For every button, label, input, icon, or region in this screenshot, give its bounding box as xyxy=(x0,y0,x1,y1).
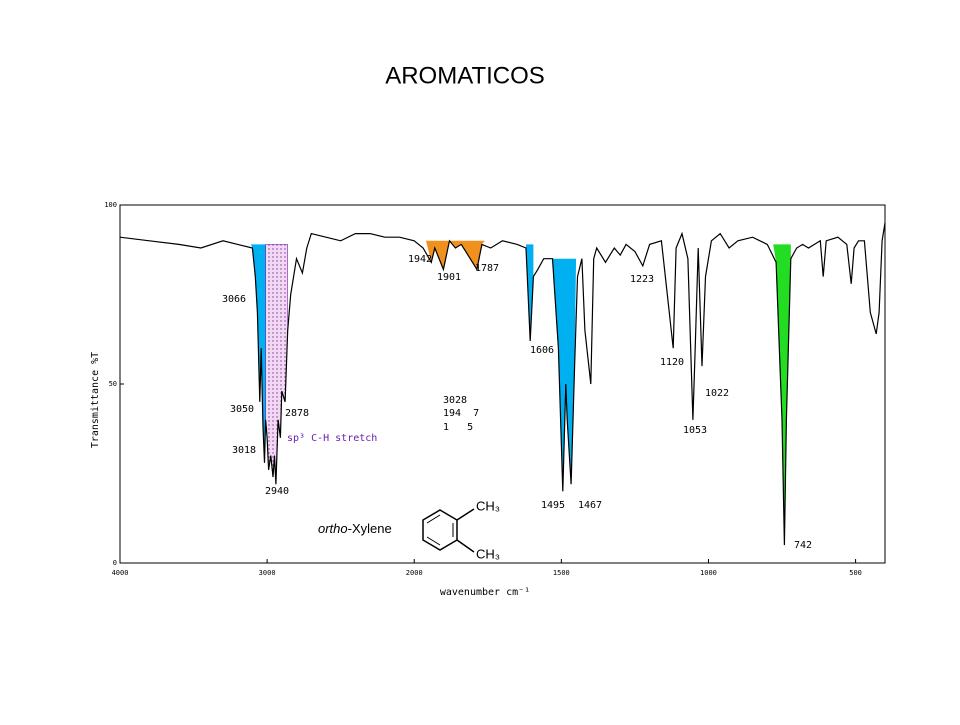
double-bond xyxy=(426,536,441,546)
peak-label: 1120 xyxy=(660,357,684,368)
plot-layer: 0 50 100 4000 3000 2000 1500 1000 500 3066 3050 301… xyxy=(104,201,886,577)
x-tick-label: 4000 xyxy=(112,569,129,577)
peak-label: 1942 xyxy=(408,254,432,265)
peak-label: 3028 xyxy=(443,395,467,406)
peak-label: 1 5 xyxy=(443,422,473,433)
plot-frame xyxy=(119,204,886,564)
methyl-label: CH₃ xyxy=(476,498,500,513)
x-tick-label: 1500 xyxy=(553,569,570,577)
shaded-layer xyxy=(250,240,791,546)
molecule-name: ortho-Xylene xyxy=(318,521,392,536)
x-tick-label: 2000 xyxy=(406,569,423,577)
slide-title: AROMATICOS xyxy=(385,62,545,89)
y-tick-label: 50 xyxy=(109,380,117,388)
shaded-region xyxy=(773,244,791,546)
methyl-label: CH₃ xyxy=(476,546,500,561)
peak-label: 2940 xyxy=(265,486,289,497)
bond xyxy=(456,539,475,553)
peak-label: 3018 xyxy=(232,445,256,456)
peak-label: 1901 xyxy=(437,272,461,283)
peak-label: 1022 xyxy=(705,388,729,399)
peak-label: 1223 xyxy=(630,274,654,285)
peak-label: 1495 xyxy=(541,500,565,511)
peak-label: 1053 xyxy=(683,425,707,436)
molecule-suffix: -Xylene xyxy=(348,521,392,536)
x-axis-label: wavenumber cm⁻¹ xyxy=(440,587,530,598)
y-tick-label: 100 xyxy=(104,201,117,209)
molecule-prefix: ortho xyxy=(318,521,348,536)
peak-label: 1787 xyxy=(475,263,499,274)
peak-label: 3066 xyxy=(222,294,246,305)
peak-label: 1606 xyxy=(530,345,554,356)
spectrum-line xyxy=(119,222,886,546)
peak-label: 3050 xyxy=(230,404,254,415)
peak-label: 742 xyxy=(794,540,812,551)
peak-label: 1467 xyxy=(578,500,602,511)
double-bond xyxy=(426,514,441,524)
shaded-region xyxy=(250,244,266,463)
band-note: sp³ C-H stretch xyxy=(287,433,377,444)
y-tick-label: 0 xyxy=(113,559,117,567)
x-tick-label: 500 xyxy=(849,569,862,577)
benzene-ring xyxy=(422,509,458,551)
x-tick-label: 1000 xyxy=(700,569,717,577)
y-axis-label: Transmittance %T xyxy=(90,352,101,448)
peak-label: 2878 xyxy=(285,408,309,419)
x-tick-label: 3000 xyxy=(259,569,276,577)
peak-label: 194 7 xyxy=(443,408,479,419)
molecule: ortho-Xylene CH₃ CH₃ xyxy=(318,498,500,561)
bond xyxy=(456,508,475,521)
shaded-region xyxy=(552,258,577,492)
shaded-region xyxy=(526,244,534,342)
